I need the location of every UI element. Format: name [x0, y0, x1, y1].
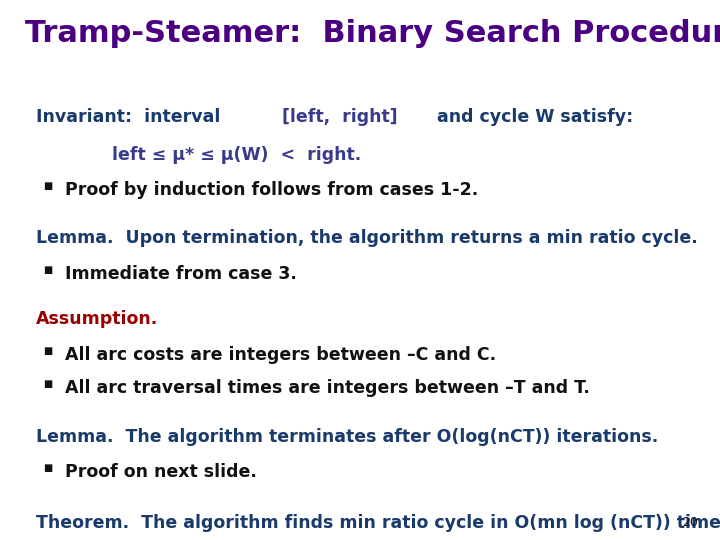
Text: ■: ■: [43, 463, 53, 473]
Text: Theorem.  The algorithm finds min ratio cycle in O(mn log (nCT)) time.: Theorem. The algorithm finds min ratio c…: [36, 514, 720, 532]
Text: Assumption.: Assumption.: [36, 310, 158, 328]
Text: Lemma.  The algorithm terminates after O(log(nCT)) iterations.: Lemma. The algorithm terminates after O(…: [36, 428, 658, 445]
Text: 20: 20: [683, 516, 698, 529]
Text: left ≤ μ* ≤ μ(W)  <  right.: left ≤ μ* ≤ μ(W) < right.: [112, 146, 361, 164]
Text: All arc costs are integers between –C and C.: All arc costs are integers between –C an…: [65, 346, 496, 363]
Text: All arc traversal times are integers between –T and T.: All arc traversal times are integers bet…: [65, 379, 590, 397]
Text: ■: ■: [43, 181, 53, 191]
Text: Immediate from case 3.: Immediate from case 3.: [65, 265, 297, 282]
Text: Tramp-Steamer:  Binary Search Procedure: Tramp-Steamer: Binary Search Procedure: [25, 19, 720, 48]
Text: and cycle W satisfy:: and cycle W satisfy:: [431, 108, 633, 126]
Text: ■: ■: [43, 265, 53, 275]
Text: Invariant:  interval: Invariant: interval: [36, 108, 226, 126]
Text: Proof by induction follows from cases 1-2.: Proof by induction follows from cases 1-…: [65, 181, 478, 199]
Text: [left,  right]: [left, right]: [282, 108, 397, 126]
Text: ■: ■: [43, 346, 53, 356]
Text: ■: ■: [43, 379, 53, 389]
Text: Lemma.  Upon termination, the algorithm returns a min ratio cycle.: Lemma. Upon termination, the algorithm r…: [36, 230, 698, 247]
Text: Proof on next slide.: Proof on next slide.: [65, 463, 256, 481]
